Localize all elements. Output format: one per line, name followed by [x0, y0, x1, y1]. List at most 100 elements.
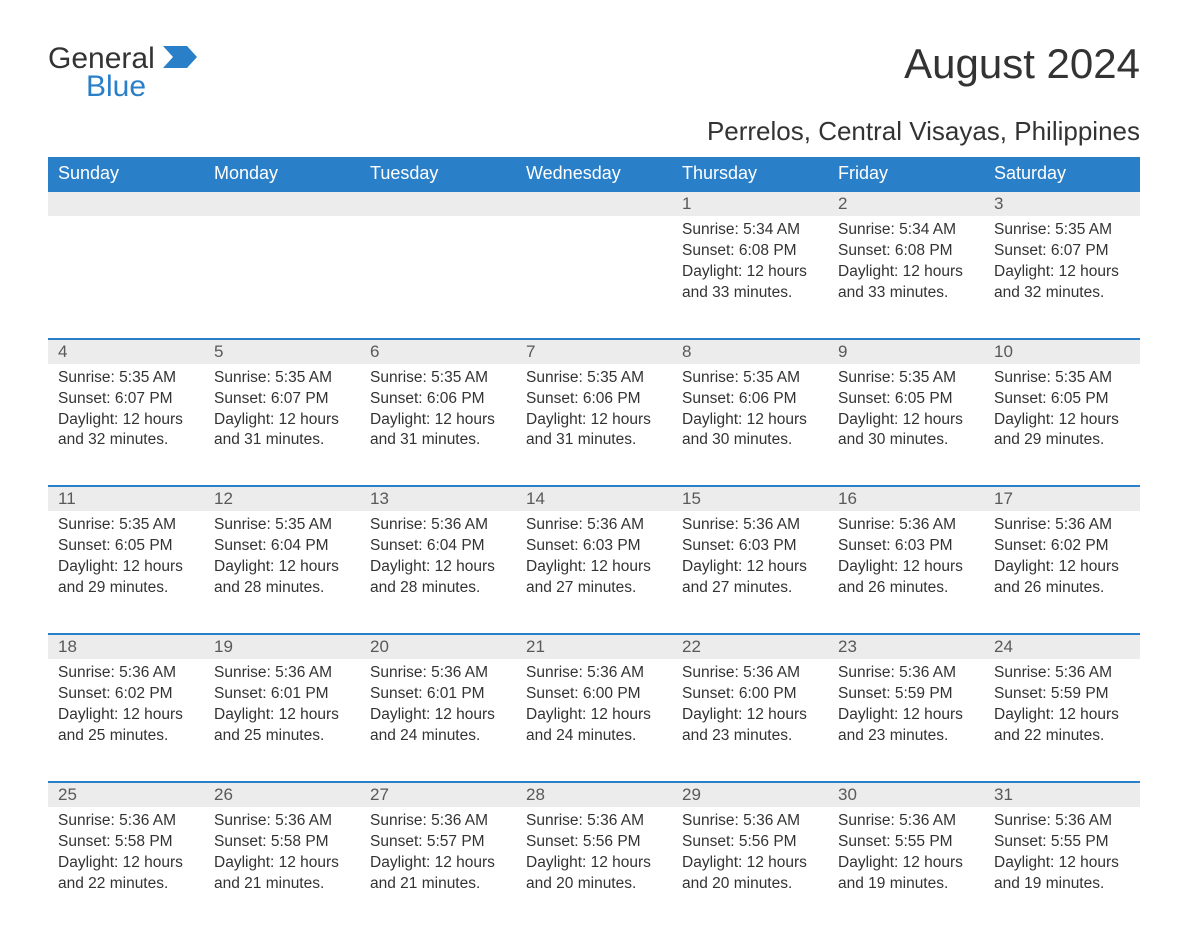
- day-detail-cell: Sunrise: 5:36 AMSunset: 6:01 PMDaylight:…: [360, 659, 516, 782]
- sunset-text: Sunset: 6:02 PM: [58, 684, 194, 705]
- weekday-header: Tuesday: [360, 157, 516, 191]
- day-detail-cell: Sunrise: 5:35 AMSunset: 6:06 PMDaylight:…: [360, 364, 516, 487]
- sunrise-text: Sunrise: 5:36 AM: [994, 515, 1130, 536]
- sunset-text: Sunset: 6:02 PM: [994, 536, 1130, 557]
- day-number-cell: 27: [360, 782, 516, 807]
- sunset-text: Sunset: 6:08 PM: [838, 241, 974, 262]
- day-detail-cell: Sunrise: 5:36 AMSunset: 5:58 PMDaylight:…: [204, 807, 360, 899]
- day-detail-cell: [516, 216, 672, 339]
- sunrise-text: Sunrise: 5:35 AM: [214, 368, 350, 389]
- sunset-text: Sunset: 5:56 PM: [682, 832, 818, 853]
- daylight-text: Daylight: 12 hours and 24 minutes.: [370, 705, 506, 747]
- sunrise-text: Sunrise: 5:36 AM: [838, 663, 974, 684]
- sunset-text: Sunset: 6:06 PM: [682, 389, 818, 410]
- daylight-text: Daylight: 12 hours and 24 minutes.: [526, 705, 662, 747]
- day-detail-cell: Sunrise: 5:35 AMSunset: 6:06 PMDaylight:…: [672, 364, 828, 487]
- sunrise-text: Sunrise: 5:34 AM: [682, 220, 818, 241]
- day-detail-cell: Sunrise: 5:35 AMSunset: 6:05 PMDaylight:…: [48, 511, 204, 634]
- day-number-cell: [516, 191, 672, 216]
- daylight-text: Daylight: 12 hours and 31 minutes.: [526, 410, 662, 452]
- day-number-cell: 5: [204, 339, 360, 364]
- sunset-text: Sunset: 6:06 PM: [526, 389, 662, 410]
- sunrise-text: Sunrise: 5:35 AM: [994, 368, 1130, 389]
- sunset-text: Sunset: 6:01 PM: [370, 684, 506, 705]
- weekday-header: Wednesday: [516, 157, 672, 191]
- sunset-text: Sunset: 6:05 PM: [58, 536, 194, 557]
- daylight-text: Daylight: 12 hours and 22 minutes.: [994, 705, 1130, 747]
- logo-word2: Blue: [86, 70, 197, 104]
- day-detail-cell: Sunrise: 5:36 AMSunset: 5:58 PMDaylight:…: [48, 807, 204, 899]
- day-detail-cell: Sunrise: 5:35 AMSunset: 6:05 PMDaylight:…: [828, 364, 984, 487]
- day-number-cell: 7: [516, 339, 672, 364]
- sunrise-text: Sunrise: 5:36 AM: [370, 811, 506, 832]
- sunrise-text: Sunrise: 5:36 AM: [682, 811, 818, 832]
- sunset-text: Sunset: 5:58 PM: [58, 832, 194, 853]
- location-subtitle: Perrelos, Central Visayas, Philippines: [48, 116, 1140, 147]
- weekday-header-row: Sunday Monday Tuesday Wednesday Thursday…: [48, 157, 1140, 191]
- sunset-text: Sunset: 6:07 PM: [58, 389, 194, 410]
- weekday-header: Sunday: [48, 157, 204, 191]
- sunrise-text: Sunrise: 5:36 AM: [526, 811, 662, 832]
- daylight-text: Daylight: 12 hours and 27 minutes.: [682, 557, 818, 599]
- sunrise-text: Sunrise: 5:36 AM: [994, 663, 1130, 684]
- day-number-row: 11121314151617: [48, 486, 1140, 511]
- day-detail-cell: Sunrise: 5:34 AMSunset: 6:08 PMDaylight:…: [672, 216, 828, 339]
- daylight-text: Daylight: 12 hours and 22 minutes.: [58, 853, 194, 895]
- weekday-header: Friday: [828, 157, 984, 191]
- sunrise-text: Sunrise: 5:36 AM: [682, 663, 818, 684]
- day-detail-row: Sunrise: 5:35 AMSunset: 6:05 PMDaylight:…: [48, 511, 1140, 634]
- sunrise-text: Sunrise: 5:36 AM: [838, 811, 974, 832]
- logo-flag-icon: [163, 46, 197, 73]
- sunset-text: Sunset: 6:03 PM: [838, 536, 974, 557]
- daylight-text: Daylight: 12 hours and 23 minutes.: [838, 705, 974, 747]
- sunrise-text: Sunrise: 5:36 AM: [214, 663, 350, 684]
- sunset-text: Sunset: 6:03 PM: [526, 536, 662, 557]
- day-number-row: 25262728293031: [48, 782, 1140, 807]
- calendar-table: Sunday Monday Tuesday Wednesday Thursday…: [48, 157, 1140, 898]
- day-number-cell: 14: [516, 486, 672, 511]
- day-detail-cell: Sunrise: 5:36 AMSunset: 6:03 PMDaylight:…: [828, 511, 984, 634]
- day-number-cell: 21: [516, 634, 672, 659]
- sunrise-text: Sunrise: 5:35 AM: [526, 368, 662, 389]
- sunrise-text: Sunrise: 5:36 AM: [58, 811, 194, 832]
- sunrise-text: Sunrise: 5:35 AM: [838, 368, 974, 389]
- day-number-cell: [204, 191, 360, 216]
- day-detail-cell: Sunrise: 5:36 AMSunset: 5:59 PMDaylight:…: [984, 659, 1140, 782]
- weekday-header: Saturday: [984, 157, 1140, 191]
- day-detail-cell: Sunrise: 5:36 AMSunset: 5:55 PMDaylight:…: [828, 807, 984, 899]
- day-detail-cell: [48, 216, 204, 339]
- day-number-cell: 12: [204, 486, 360, 511]
- sunset-text: Sunset: 5:57 PM: [370, 832, 506, 853]
- day-detail-row: Sunrise: 5:36 AMSunset: 5:58 PMDaylight:…: [48, 807, 1140, 899]
- page-header: General Blue August 2024: [48, 40, 1140, 104]
- logo: General Blue: [48, 40, 197, 104]
- daylight-text: Daylight: 12 hours and 23 minutes.: [682, 705, 818, 747]
- day-detail-cell: Sunrise: 5:35 AMSunset: 6:07 PMDaylight:…: [984, 216, 1140, 339]
- day-number-cell: 23: [828, 634, 984, 659]
- daylight-text: Daylight: 12 hours and 31 minutes.: [370, 410, 506, 452]
- day-number-cell: 3: [984, 191, 1140, 216]
- daylight-text: Daylight: 12 hours and 27 minutes.: [526, 557, 662, 599]
- daylight-text: Daylight: 12 hours and 32 minutes.: [58, 410, 194, 452]
- daylight-text: Daylight: 12 hours and 30 minutes.: [682, 410, 818, 452]
- day-number-cell: 25: [48, 782, 204, 807]
- sunrise-text: Sunrise: 5:35 AM: [370, 368, 506, 389]
- sunset-text: Sunset: 6:07 PM: [214, 389, 350, 410]
- sunrise-text: Sunrise: 5:36 AM: [214, 811, 350, 832]
- day-number-cell: 20: [360, 634, 516, 659]
- day-detail-cell: Sunrise: 5:36 AMSunset: 5:57 PMDaylight:…: [360, 807, 516, 899]
- sunrise-text: Sunrise: 5:34 AM: [838, 220, 974, 241]
- day-number-cell: 1: [672, 191, 828, 216]
- sunset-text: Sunset: 5:59 PM: [994, 684, 1130, 705]
- daylight-text: Daylight: 12 hours and 26 minutes.: [994, 557, 1130, 599]
- day-detail-cell: Sunrise: 5:35 AMSunset: 6:04 PMDaylight:…: [204, 511, 360, 634]
- sunset-text: Sunset: 5:58 PM: [214, 832, 350, 853]
- weekday-header: Monday: [204, 157, 360, 191]
- day-detail-cell: Sunrise: 5:35 AMSunset: 6:07 PMDaylight:…: [48, 364, 204, 487]
- day-detail-cell: Sunrise: 5:36 AMSunset: 6:02 PMDaylight:…: [984, 511, 1140, 634]
- day-detail-cell: Sunrise: 5:35 AMSunset: 6:07 PMDaylight:…: [204, 364, 360, 487]
- day-detail-cell: [204, 216, 360, 339]
- daylight-text: Daylight: 12 hours and 31 minutes.: [214, 410, 350, 452]
- day-detail-cell: Sunrise: 5:35 AMSunset: 6:05 PMDaylight:…: [984, 364, 1140, 487]
- daylight-text: Daylight: 12 hours and 19 minutes.: [994, 853, 1130, 895]
